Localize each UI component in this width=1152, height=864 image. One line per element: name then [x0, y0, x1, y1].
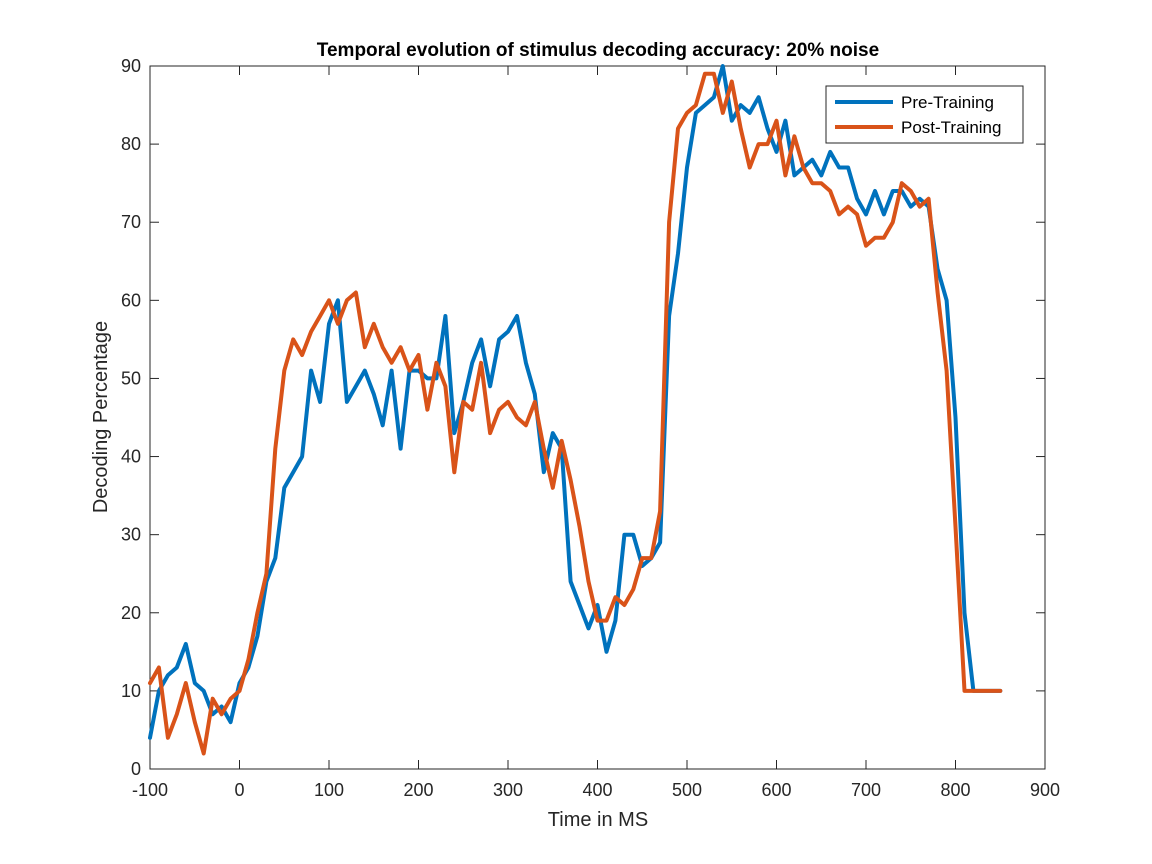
x-tick-label: 600 [761, 780, 791, 800]
y-tick-label: 0 [131, 759, 141, 779]
legend: Pre-Training Post-Training [825, 85, 1024, 144]
y-tick-label: 20 [121, 603, 141, 623]
y-tick-label: 80 [121, 134, 141, 154]
y-axis-title: Decoding Percentage [90, 321, 112, 513]
chart-title: Temporal evolution of stimulus decoding … [317, 40, 879, 61]
axes-box [149, 65, 1046, 770]
y-tick-label: 50 [121, 368, 141, 388]
x-tick-label: 100 [314, 780, 344, 800]
x-tick-label: -100 [132, 780, 168, 800]
x-tick-label: 400 [582, 780, 612, 800]
x-tick-label: 500 [672, 780, 702, 800]
legend-label: Post-Training [901, 118, 1001, 137]
series-line-post-training [148, 71, 1003, 756]
plot-area: -100 0 100 200 300 400 500 600 700 800 90001020304… [121, 56, 1060, 800]
x-tick-label: 200 [403, 780, 433, 800]
y-tick-label: 40 [121, 447, 141, 467]
legend-box [825, 85, 1024, 144]
x-tick-label: 300 [493, 780, 523, 800]
x-tick-label: 0 [234, 780, 244, 800]
x-tick-label: 800 [940, 780, 970, 800]
y-tick-label: 90 [121, 56, 141, 76]
x-tick-label: 900 [1030, 780, 1060, 800]
series-line-pre-training [148, 64, 1003, 740]
legend-label: Pre-Training [901, 93, 994, 112]
y-tick-label: 70 [121, 212, 141, 232]
y-tick-label: 30 [121, 525, 141, 545]
x-tick-label: 700 [851, 780, 881, 800]
x-axis-title: Time in MS [548, 809, 648, 831]
y-tick-label: 10 [121, 681, 141, 701]
y-tick-label: 60 [121, 290, 141, 310]
